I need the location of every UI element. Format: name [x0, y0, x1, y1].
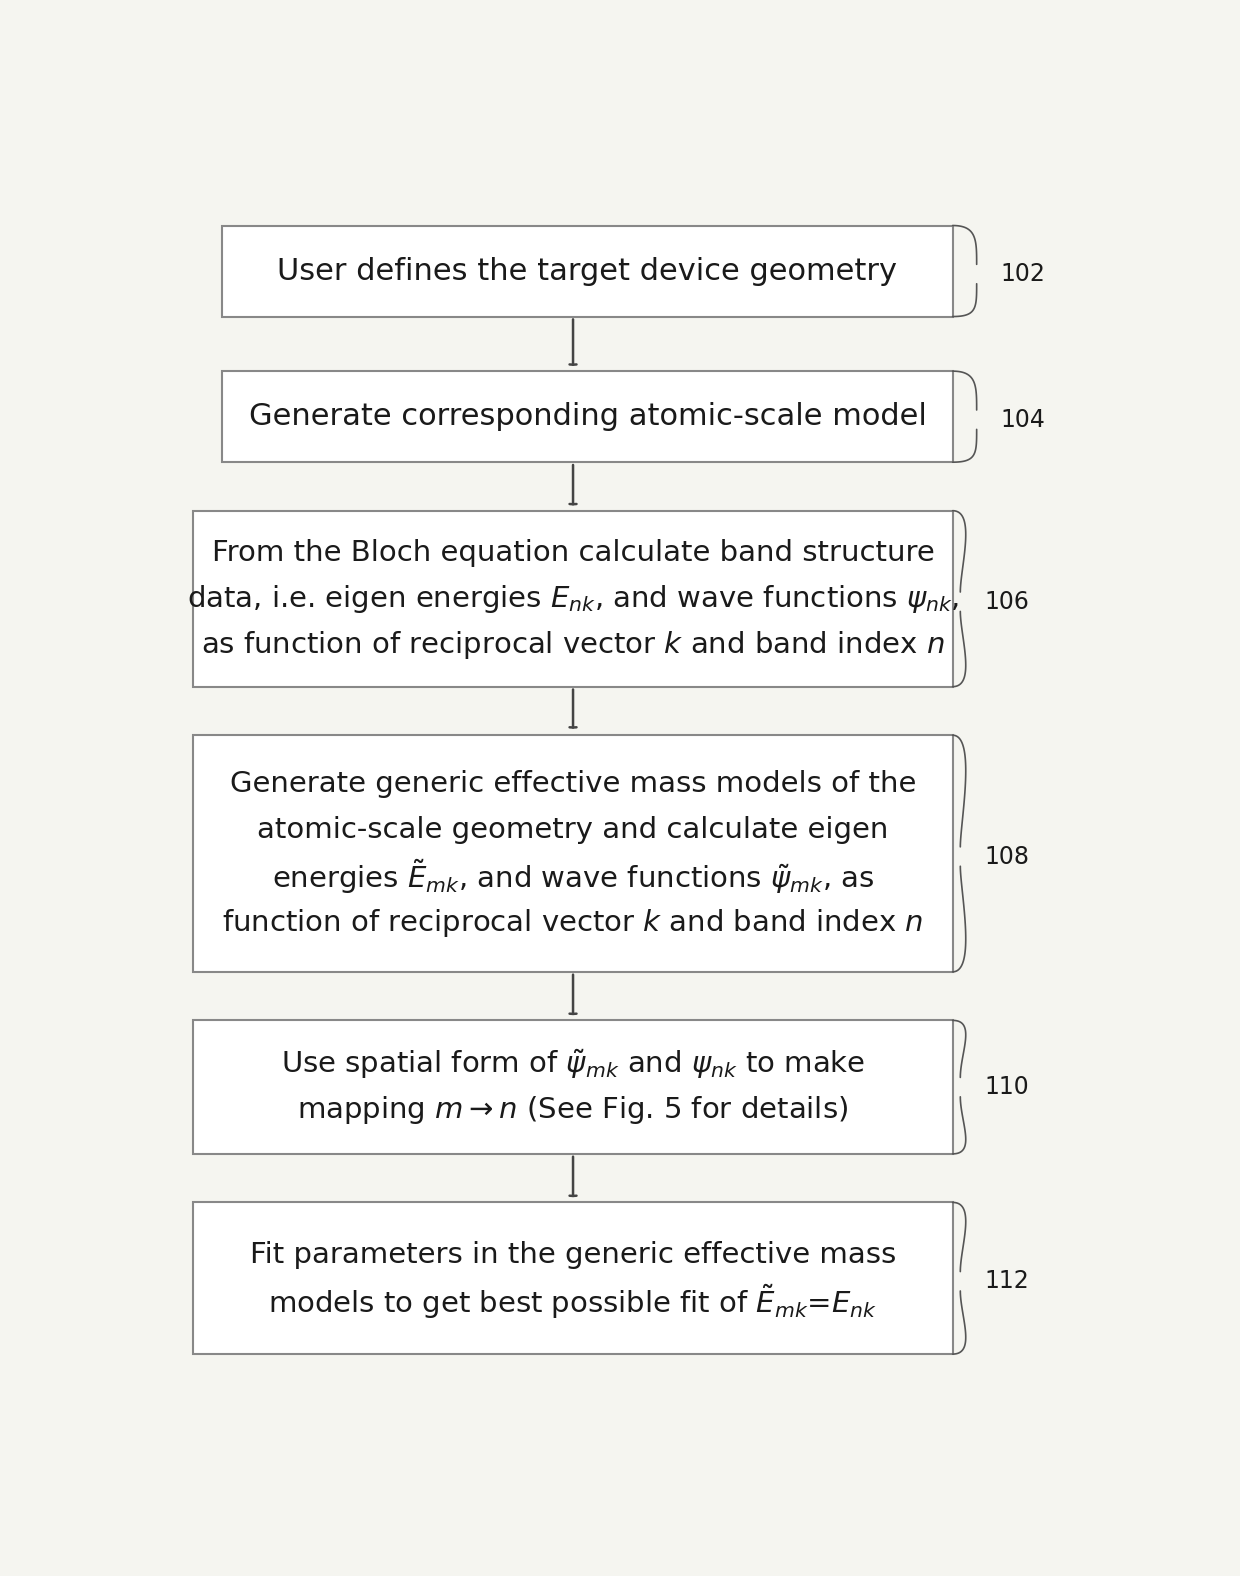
Bar — [193, 1202, 952, 1354]
Text: models to get best possible fit of $\tilde{E}_{mk}$=$E_{nk}$: models to get best possible fit of $\til… — [268, 1281, 878, 1321]
Text: 112: 112 — [985, 1269, 1029, 1294]
Text: as function of reciprocal vector $k$ and band index $n$: as function of reciprocal vector $k$ and… — [201, 629, 945, 660]
Text: 102: 102 — [1001, 262, 1045, 287]
Text: function of reciprocal vector $k$ and band index $n$: function of reciprocal vector $k$ and ba… — [222, 906, 924, 939]
Text: Generate corresponding atomic-scale model: Generate corresponding atomic-scale mode… — [248, 402, 926, 432]
Text: From the Bloch equation calculate band structure: From the Bloch equation calculate band s… — [212, 539, 935, 566]
Text: User defines the target device geometry: User defines the target device geometry — [278, 257, 898, 285]
Bar — [193, 1020, 952, 1154]
Text: atomic-scale geometry and calculate eigen: atomic-scale geometry and calculate eige… — [258, 816, 889, 845]
Bar — [193, 511, 952, 687]
Bar — [222, 372, 952, 462]
Text: 110: 110 — [985, 1075, 1029, 1098]
Bar — [222, 225, 952, 317]
Text: Fit parameters in the generic effective mass: Fit parameters in the generic effective … — [250, 1242, 897, 1269]
Text: 104: 104 — [1001, 408, 1045, 432]
Bar — [193, 734, 952, 972]
Text: 108: 108 — [985, 845, 1029, 868]
Text: energies $\tilde{E}_{mk}$, and wave functions $\tilde{\psi}_{mk}$, as: energies $\tilde{E}_{mk}$, and wave func… — [272, 857, 874, 897]
Text: data, i.e. eigen energies $E_{nk}$, and wave functions $\psi_{nk}$,: data, i.e. eigen energies $E_{nk}$, and … — [187, 583, 960, 615]
Text: 106: 106 — [985, 589, 1029, 613]
Text: Use spatial form of $\tilde{\psi}_{mk}$ and $\psi_{nk}$ to make: Use spatial form of $\tilde{\psi}_{mk}$ … — [281, 1046, 866, 1081]
Text: Generate generic effective mass models of the: Generate generic effective mass models o… — [229, 771, 916, 799]
Text: mapping $m{\rightarrow}n$ (See Fig. 5 for details): mapping $m{\rightarrow}n$ (See Fig. 5 fo… — [298, 1094, 848, 1127]
